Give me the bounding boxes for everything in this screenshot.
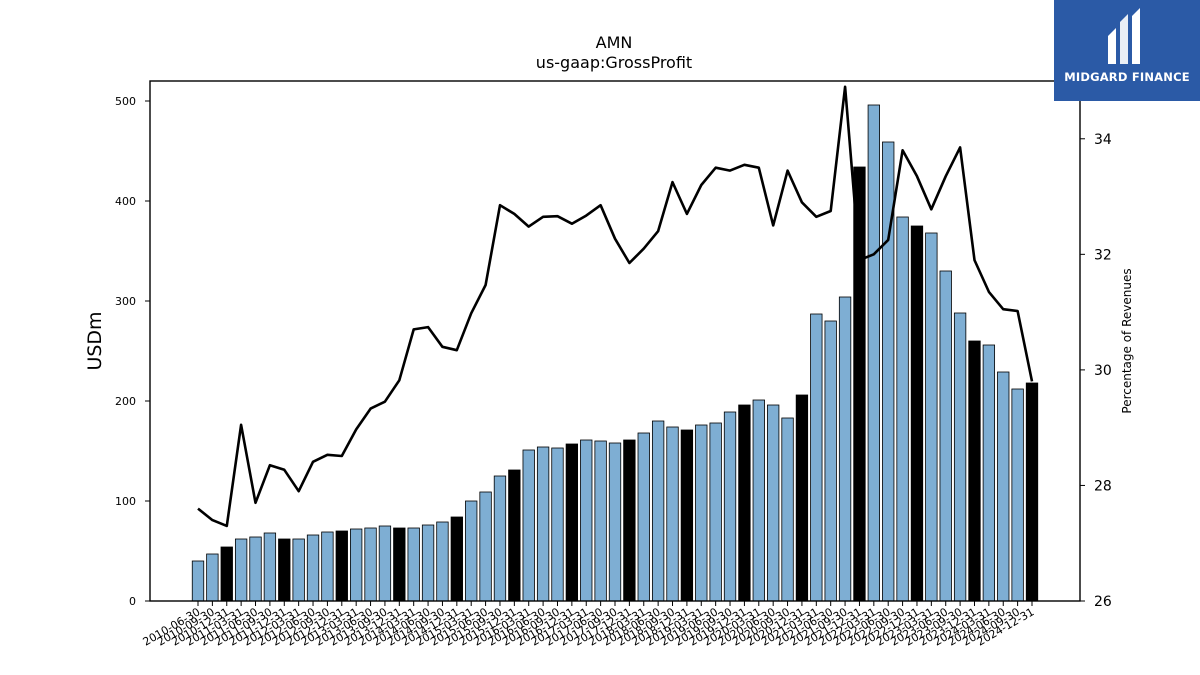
bar: [623, 439, 636, 602]
bar: [508, 469, 521, 602]
bar: [263, 532, 277, 602]
bar: [479, 491, 492, 602]
bar: [580, 439, 593, 602]
bar: [680, 429, 694, 602]
bar: [953, 312, 967, 602]
bar: [364, 527, 377, 602]
bar: [896, 216, 909, 602]
bar: [551, 447, 564, 602]
brand-logo: MIDGARD FINANCE: [1054, 0, 1200, 101]
bar: [436, 521, 449, 602]
bar: [565, 443, 579, 602]
y-tick-label-right: 28: [1094, 478, 1112, 494]
bar: [350, 528, 363, 602]
y-tick-label-left: 0: [129, 595, 136, 608]
bar: [1011, 388, 1024, 602]
bar: [335, 530, 348, 602]
bar: [292, 538, 305, 602]
bar: [709, 422, 722, 602]
y-axis-label-right: Percentage of Revenues: [1120, 268, 1134, 413]
bar: [608, 442, 622, 602]
bar: [493, 475, 507, 602]
bar: [465, 500, 478, 602]
bar: [393, 527, 406, 602]
bar: [651, 420, 665, 602]
y-tick-label-left: 400: [115, 195, 136, 208]
y-tick-label-right: 34: [1094, 132, 1112, 148]
bar: [968, 340, 981, 602]
y-tick-label-left: 300: [115, 295, 136, 308]
bar: [321, 531, 334, 602]
bar: [421, 524, 435, 602]
bar: [378, 525, 392, 602]
bar: [407, 527, 420, 602]
bar: [234, 538, 248, 602]
chart-title: AMN: [596, 33, 633, 52]
series-line: [197, 85, 1034, 528]
bar: [738, 404, 751, 602]
y-axis-label-left: USDm: [84, 311, 106, 370]
y-tick-label-left: 200: [115, 395, 136, 408]
line-layer: [197, 85, 1034, 528]
bar: [723, 411, 737, 602]
bar: [522, 449, 535, 602]
bar: [982, 344, 996, 602]
bar: [220, 546, 233, 602]
bar: [206, 553, 219, 602]
y-tick-label-right: 26: [1094, 594, 1112, 610]
bar: [450, 516, 463, 602]
bar: [910, 225, 924, 602]
bar: [781, 417, 794, 602]
bar: [752, 399, 765, 602]
bars-layer: [191, 104, 1039, 602]
brand-name: MIDGARD FINANCE: [1064, 70, 1190, 84]
bar: [810, 313, 823, 602]
bar: [767, 404, 780, 602]
bar: [637, 432, 650, 602]
bar: [191, 560, 205, 602]
bar: [249, 536, 262, 602]
bar: [666, 426, 679, 602]
bar: [867, 104, 880, 602]
bar: [939, 270, 952, 602]
bar: [824, 320, 837, 602]
y-tick-label-right: 30: [1094, 363, 1112, 379]
bar: [594, 440, 607, 602]
y-tick-label-left: 100: [115, 495, 136, 508]
bar: [1025, 382, 1039, 602]
bar: [306, 534, 320, 602]
logo-mark-icon: [1108, 8, 1140, 64]
bar: [695, 424, 708, 602]
bar: [795, 394, 809, 602]
bar: [997, 371, 1010, 602]
bar: [536, 446, 550, 602]
bar: [838, 296, 852, 602]
bar: [925, 232, 938, 602]
chart-subtitle: us-gaap:GrossProfit: [536, 53, 692, 72]
bar: [853, 166, 866, 602]
bar: [278, 538, 291, 602]
axes-layer: 010020030040050026283032342010-06-302010…: [115, 80, 1112, 649]
y-tick-label-left: 500: [115, 95, 136, 108]
y-tick-label-right: 32: [1094, 247, 1112, 263]
